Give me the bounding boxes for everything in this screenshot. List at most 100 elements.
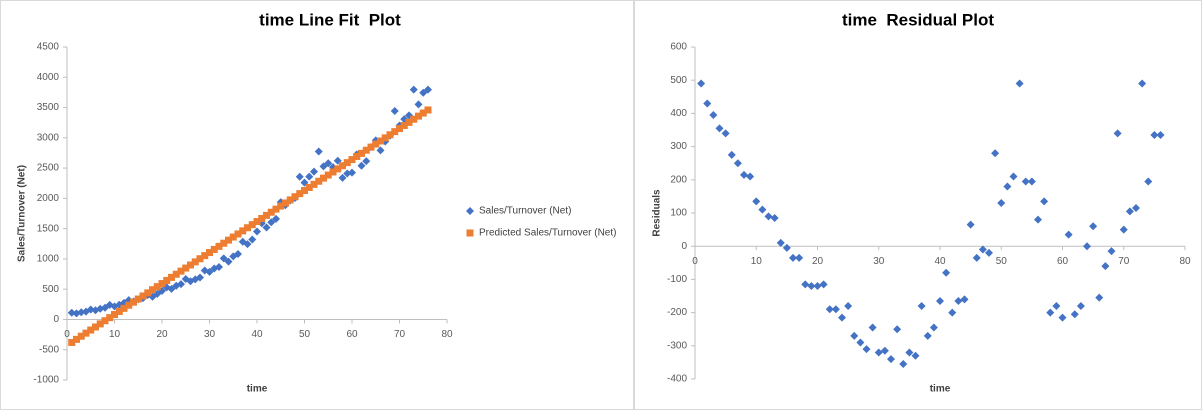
point <box>196 273 204 282</box>
point <box>1095 293 1104 302</box>
point <box>343 159 351 167</box>
point <box>1003 182 1012 191</box>
point <box>348 168 356 177</box>
point <box>267 208 275 216</box>
y-tick-label: 400 <box>670 108 687 119</box>
point <box>972 253 981 262</box>
point <box>357 161 366 170</box>
point <box>210 245 218 253</box>
point <box>225 236 232 244</box>
point <box>1027 177 1036 186</box>
point <box>115 307 123 315</box>
point <box>1132 204 1140 213</box>
x-tick-label: 20 <box>812 256 824 267</box>
y-tick-label: 500 <box>670 75 687 86</box>
point <box>1046 308 1055 317</box>
point <box>215 262 223 271</box>
point <box>942 268 951 277</box>
point <box>358 149 365 157</box>
x-tick-label: 40 <box>251 329 263 340</box>
point <box>106 314 114 322</box>
point <box>1150 130 1159 139</box>
point <box>715 124 724 133</box>
point <box>727 150 736 159</box>
point <box>740 170 748 179</box>
point <box>1125 207 1134 216</box>
point <box>130 298 137 306</box>
legend-marker <box>466 207 474 215</box>
point <box>764 212 773 221</box>
x-tick-label: 30 <box>204 329 216 340</box>
y-tick-label: 0 <box>681 241 687 252</box>
point <box>201 252 209 260</box>
chart-title: time Residual Plot <box>842 10 994 29</box>
point <box>168 273 175 281</box>
legend-label: Predicted Sales/Turnover (Net) <box>479 228 616 239</box>
point <box>267 218 276 227</box>
point <box>1101 262 1110 271</box>
point <box>77 332 85 340</box>
point <box>367 143 375 151</box>
point <box>239 227 247 235</box>
point <box>899 360 908 369</box>
point <box>1156 130 1165 139</box>
point <box>219 254 228 263</box>
point <box>856 338 865 347</box>
point <box>262 223 271 232</box>
point <box>277 202 285 210</box>
point <box>424 106 432 114</box>
y-tick-label: 2000 <box>37 193 60 204</box>
point <box>372 140 380 148</box>
point <box>721 129 730 138</box>
point <box>1015 79 1024 88</box>
point <box>111 311 118 319</box>
point <box>1119 225 1128 234</box>
point <box>338 173 347 182</box>
y-tick-label: 1500 <box>37 223 60 234</box>
point <box>144 289 152 297</box>
y-axis-title: Sales/Turnover (Net) <box>17 165 28 262</box>
point <box>850 331 859 340</box>
point <box>1058 313 1067 322</box>
point <box>746 172 755 181</box>
legend-label: Sales/Turnover (Net) <box>479 206 571 217</box>
point <box>396 125 403 133</box>
x-tick-label: 70 <box>1118 256 1130 267</box>
point <box>324 171 332 179</box>
point <box>391 128 399 136</box>
point <box>966 220 975 229</box>
point <box>296 190 304 198</box>
point <box>400 121 408 129</box>
point <box>77 308 86 317</box>
point <box>905 348 914 357</box>
point <box>917 301 926 310</box>
y-tick-label: 3500 <box>37 102 60 113</box>
y-tick-label: 3000 <box>37 132 60 143</box>
x-tick-label: 50 <box>299 329 311 340</box>
point <box>709 111 718 120</box>
point <box>310 180 318 188</box>
point <box>813 282 822 291</box>
point <box>377 137 384 145</box>
point <box>125 301 133 309</box>
point <box>134 295 142 303</box>
y-tick-label: 2500 <box>37 163 60 174</box>
point <box>286 196 294 204</box>
x-tick-label: 0 <box>64 329 70 340</box>
point <box>248 235 257 244</box>
point <box>795 253 804 262</box>
point <box>191 258 199 266</box>
point <box>381 134 389 142</box>
y-tick-label: 4000 <box>37 72 60 83</box>
point <box>1021 177 1030 186</box>
point <box>362 146 370 154</box>
point <box>1107 247 1116 256</box>
point <box>163 276 171 284</box>
x-tick-label: 60 <box>1057 256 1069 267</box>
point <box>887 355 895 364</box>
x-axis-title: time <box>930 384 951 395</box>
x-tick-label: 60 <box>346 329 358 340</box>
point <box>985 248 993 257</box>
point <box>911 351 920 360</box>
